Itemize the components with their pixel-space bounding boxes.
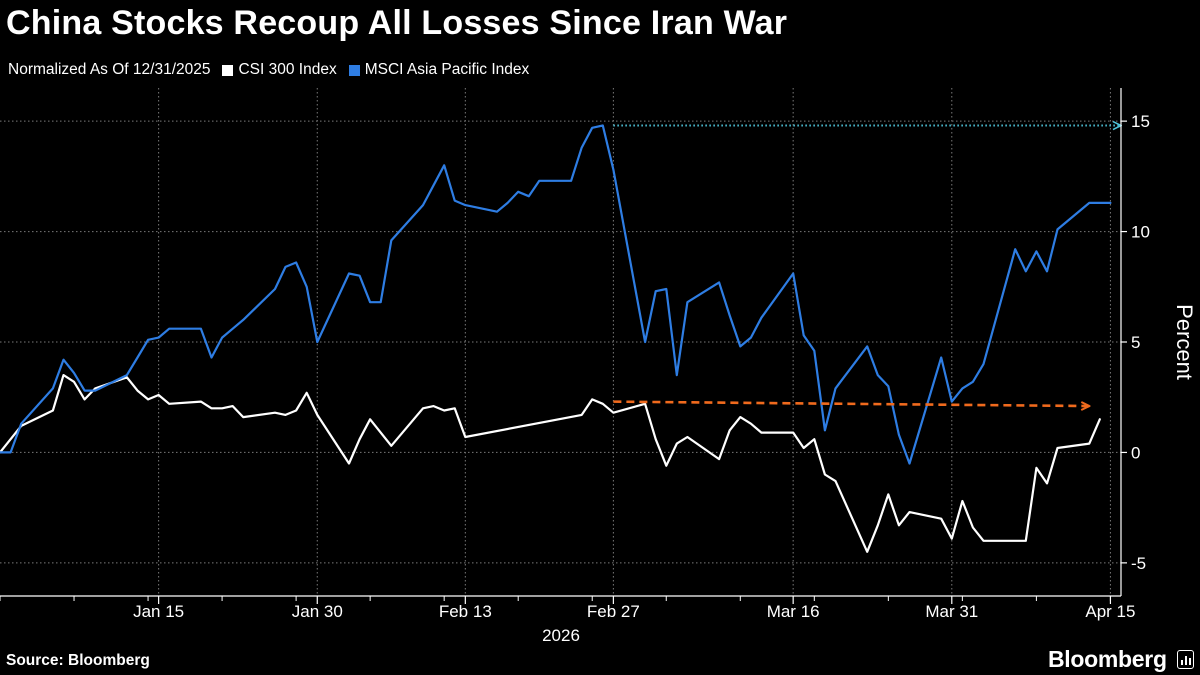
x-year-label: 2026 [542, 626, 580, 645]
x-tick-label: Feb 27 [587, 602, 640, 621]
axes: -5 0 5 10 15 Jan 15 Jan 30 Feb 13 Feb 27 Mar 16 Ma… [0, 88, 1197, 645]
legend-swatch-msci [348, 64, 360, 76]
csi300-line [0, 374, 1101, 553]
x-tick-label: Jan 15 [133, 602, 184, 621]
source-note: Source: Bloomberg [6, 652, 150, 669]
legend: Normalized As Of 12/31/2025 CSI 300 Inde… [8, 61, 541, 79]
y-tick-label: -5 [1131, 554, 1146, 573]
legend-label-csi300: CSI 300 Index [238, 61, 337, 78]
bar-chart-icon [1177, 650, 1194, 669]
y-tick-label: 15 [1131, 112, 1150, 131]
y-tick-label: 0 [1131, 443, 1140, 462]
legend-item-csi300: CSI 300 Index [222, 61, 337, 79]
x-tick-label: Apr 15 [1085, 602, 1135, 621]
legend-note-label: Normalized As Of 12/31/2025 [8, 61, 211, 78]
x-tick-label: Feb 13 [439, 602, 492, 621]
chart-title: China Stocks Recoup All Losses Since Ira… [6, 4, 788, 42]
legend-note: Normalized As Of 12/31/2025 [8, 61, 210, 79]
x-tick-label: Mar 16 [767, 602, 820, 621]
series-group [0, 124, 1112, 553]
csi300-prewar-arrow [613, 400, 1089, 406]
y-tick-label: 5 [1131, 333, 1140, 352]
annotations [613, 126, 1121, 407]
y-tick-label: 10 [1131, 223, 1150, 242]
legend-label-msci: MSCI Asia Pacific Index [364, 61, 530, 78]
y-axis-title: Percent [1172, 304, 1197, 380]
msci-asia-pacific-line [0, 124, 1112, 465]
legend-item-msci: MSCI Asia Pacific Index [348, 61, 530, 79]
x-tick-label: Mar 31 [925, 602, 978, 621]
grid [0, 88, 1121, 596]
brand-logo: Bloomberg [1048, 646, 1167, 672]
x-tick-label: Jan 30 [292, 602, 343, 621]
legend-swatch-csi300 [222, 64, 234, 76]
